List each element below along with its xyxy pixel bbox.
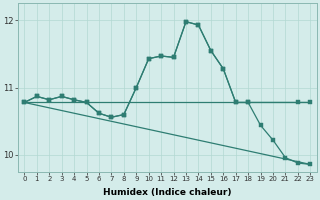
- X-axis label: Humidex (Indice chaleur): Humidex (Indice chaleur): [103, 188, 232, 197]
